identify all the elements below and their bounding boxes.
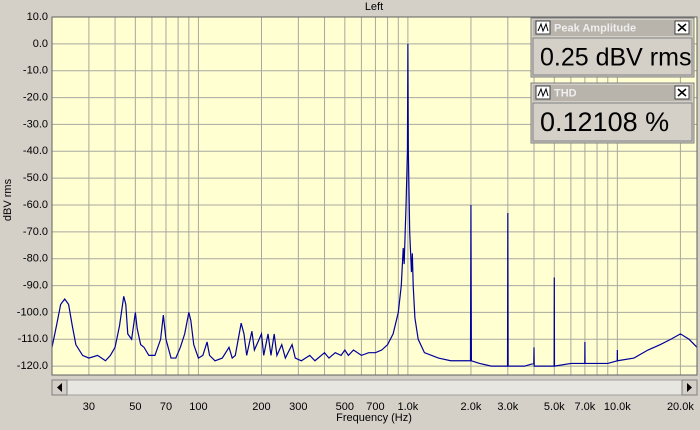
y-tick-label: -50.0 [23,172,48,184]
x-tick-label: 500 [336,401,354,413]
x-tick-label: 100 [189,401,207,413]
x-tick-label: 200 [252,401,270,413]
y-tick-label: -80.0 [23,253,48,265]
y-tick-label: 10.0 [27,11,48,23]
y-tick-label: -110.0 [18,333,48,345]
x-tick-label: 1.0k [397,401,418,413]
y-tick-label: -90.0 [23,279,48,291]
y-tick-label: -10.0 [23,65,48,77]
panel-title: THD [554,87,577,99]
panel-value: 0.12108 % [540,107,669,137]
thd-panel: THD 0.12108 % [530,82,695,144]
x-tick-label: 700 [366,401,384,413]
x-tick-label: 5.0k [544,401,565,413]
panel-value: 0.25 dBV rms [540,44,691,72]
x-axis-label: Frequency (Hz) [336,412,412,424]
x-tick-label: 300 [289,401,307,413]
plot-frame [51,16,698,376]
y-tick-label: 0.0 [33,38,48,50]
x-tick-label: 7.0k [575,401,596,413]
y-tick-label: -30.0 [23,118,48,130]
y-tick-label: -40.0 [23,145,48,157]
panel-title: Peak Amplitude [554,22,636,34]
y-tick-label: -70.0 [23,226,48,238]
scrollbar[interactable] [51,379,698,396]
chart-title: Left [365,1,383,13]
x-tick-label: 20.0k [667,401,694,413]
y-tick-label: -60.0 [23,199,48,211]
y-axis-label: dBV rms [2,178,14,221]
x-tick-label: 2.0k [461,401,482,413]
x-tick-label: 10.0k [604,401,631,413]
x-tick-label: 3.0k [497,401,518,413]
y-tick-label: -20.0 [23,91,48,103]
x-tick-label: 70 [160,401,172,413]
peak-amplitude-panel: Peak Amplitude 0.25 dBV rms [530,17,695,78]
y-tick-label: -100.0 [17,306,48,318]
x-tick-label: 30 [83,401,95,413]
x-tick-label: 50 [129,401,141,413]
spectrum-line [51,43,698,367]
y-tick-label: -120.0 [17,360,48,372]
